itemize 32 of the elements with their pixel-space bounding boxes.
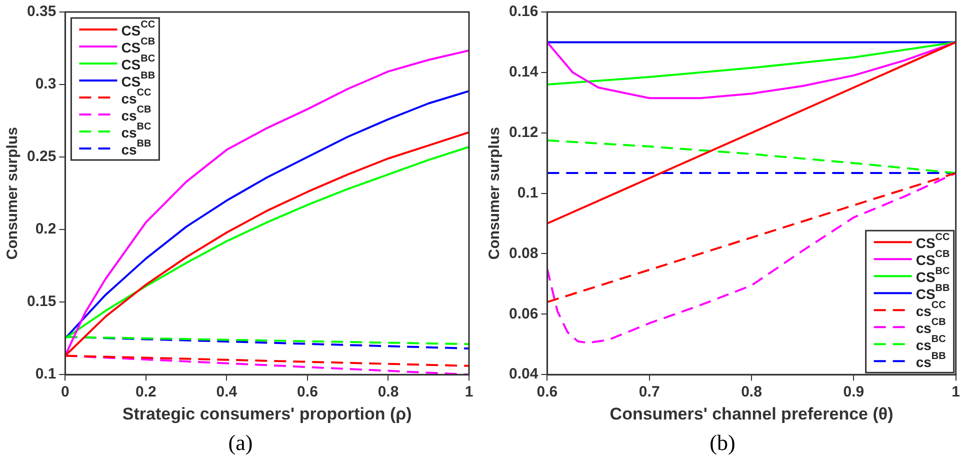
- y-tick-label: 0.08: [508, 244, 538, 262]
- y-tick-label: 0.16: [508, 3, 538, 20]
- x-tick-label: 0.6: [297, 384, 318, 401]
- y-tick-label: 0.15: [26, 293, 56, 310]
- x-tick-label: 0.2: [136, 384, 156, 401]
- x-axis-title: Strategic consumers' proportion (ρ): [122, 404, 412, 424]
- x-tick-label: 0.9: [843, 384, 864, 401]
- x-tick-label: 1: [952, 384, 960, 401]
- y-axis-title: Consumer surplus: [486, 127, 504, 260]
- y-axis-title: Consumer surplus: [4, 127, 22, 260]
- y-tick-label: 0.06: [508, 305, 538, 322]
- text: (a): [227, 430, 254, 456]
- y-tick-label: 0.04: [508, 366, 539, 383]
- y-tick-label: 0.3: [35, 76, 56, 93]
- y-tick-label: 0.2: [35, 220, 56, 238]
- y-tick-label: 0.1: [517, 184, 538, 202]
- y-tick-label: 0.12: [508, 124, 538, 142]
- x-tick-label: 0: [61, 384, 70, 401]
- x-tick-label: 1: [464, 384, 474, 401]
- text: (b): [708, 430, 736, 456]
- y-tick-label: 0.35: [26, 3, 56, 20]
- line-series: [547, 172, 956, 344]
- x-tick-label: 0.7: [638, 384, 660, 401]
- x-axis-title: Consumers' channel preference (θ): [610, 404, 894, 424]
- x-tick-label: 0.8: [741, 384, 762, 401]
- x-tick-label: 0.6: [536, 384, 558, 401]
- x-tick-label: 0.8: [378, 384, 399, 401]
- y-tick-label: 0.14: [508, 64, 539, 81]
- y-tick-label: 0.25: [26, 148, 56, 166]
- y-tick-label: 0.1: [35, 366, 56, 383]
- x-tick-label: 0.4: [216, 384, 238, 401]
- line-series: [547, 139, 956, 174]
